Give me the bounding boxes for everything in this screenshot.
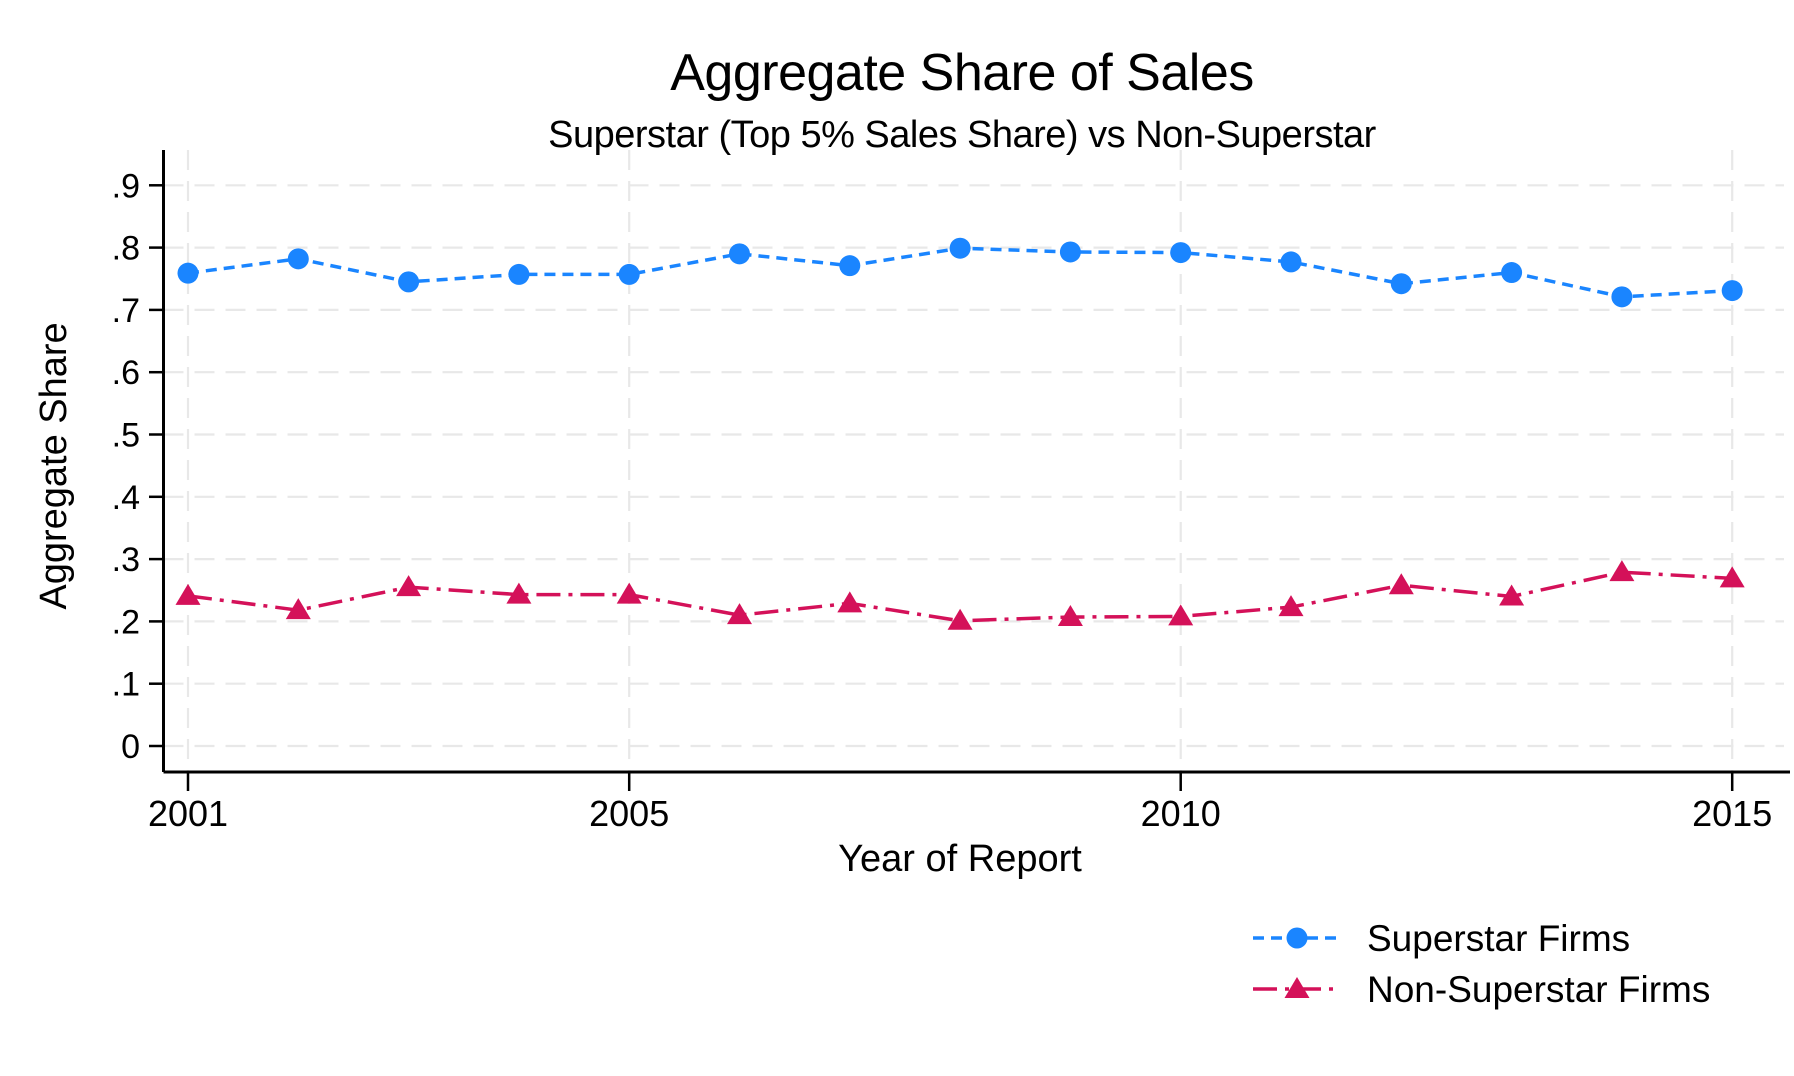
legend-label: Superstar Firms bbox=[1367, 918, 1630, 959]
y-axis-title: Aggregate Share bbox=[33, 322, 75, 609]
data-point-triangle bbox=[285, 598, 311, 620]
chart-title: Aggregate Share of Sales bbox=[670, 44, 1254, 102]
x-tick-label: 2001 bbox=[148, 793, 228, 834]
y-tick-label: .5 bbox=[112, 417, 140, 455]
data-point-triangle bbox=[1388, 573, 1414, 595]
x-tick-label: 2010 bbox=[1141, 793, 1221, 834]
data-point-circle bbox=[1390, 273, 1412, 295]
data-point-triangle bbox=[1168, 604, 1194, 626]
y-tick-label: .2 bbox=[112, 603, 140, 641]
legend-marker-triangle bbox=[1284, 977, 1310, 998]
legend-label: Non-Superstar Firms bbox=[1367, 969, 1710, 1010]
x-tick-label: 2015 bbox=[1692, 793, 1772, 834]
data-point-circle bbox=[1170, 242, 1192, 264]
data-point-triangle bbox=[506, 582, 532, 604]
data-point-triangle bbox=[1499, 584, 1525, 606]
data-point-circle bbox=[618, 263, 640, 285]
data-point-circle bbox=[398, 271, 420, 293]
data-point-triangle bbox=[1609, 560, 1635, 582]
data-point-triangle bbox=[1719, 566, 1745, 588]
x-tick-label: 2005 bbox=[589, 793, 669, 834]
data-point-triangle bbox=[396, 575, 422, 597]
data-point-circle bbox=[1280, 251, 1302, 273]
data-point-triangle bbox=[616, 582, 642, 604]
y-tick-label: .6 bbox=[112, 354, 140, 392]
data-point-circle bbox=[508, 263, 530, 285]
data-point-circle bbox=[177, 262, 199, 284]
data-point-circle bbox=[1611, 286, 1633, 308]
data-point-circle bbox=[729, 243, 750, 265]
data-point-triangle bbox=[1278, 595, 1304, 617]
data-point-triangle bbox=[947, 608, 973, 630]
x-axis-title: Year of Report bbox=[838, 838, 1082, 880]
data-point-circle bbox=[949, 237, 971, 259]
data-point-circle bbox=[1501, 262, 1523, 284]
data-point-circle bbox=[1059, 241, 1081, 263]
data-point-triangle bbox=[837, 591, 863, 613]
chart-subtitle: Superstar (Top 5% Sales Share) vs Non-Su… bbox=[548, 114, 1377, 156]
data-point-circle bbox=[287, 248, 309, 270]
y-tick-label: .3 bbox=[112, 541, 140, 579]
data-point-circle bbox=[839, 255, 861, 277]
y-tick-label: .9 bbox=[112, 167, 140, 205]
y-tick-label: 0 bbox=[121, 728, 140, 766]
data-point-circle bbox=[1721, 280, 1743, 302]
y-tick-label: .8 bbox=[112, 230, 140, 268]
series-line-triangle bbox=[187, 570, 1733, 623]
data-point-triangle bbox=[727, 603, 752, 625]
y-tick-label: .1 bbox=[112, 666, 140, 704]
y-tick-label: .7 bbox=[112, 292, 140, 330]
data-point-triangle bbox=[175, 583, 201, 605]
data-point-triangle bbox=[1057, 605, 1083, 627]
legend-marker-circle bbox=[1286, 927, 1308, 949]
y-tick-label: .4 bbox=[112, 479, 140, 517]
